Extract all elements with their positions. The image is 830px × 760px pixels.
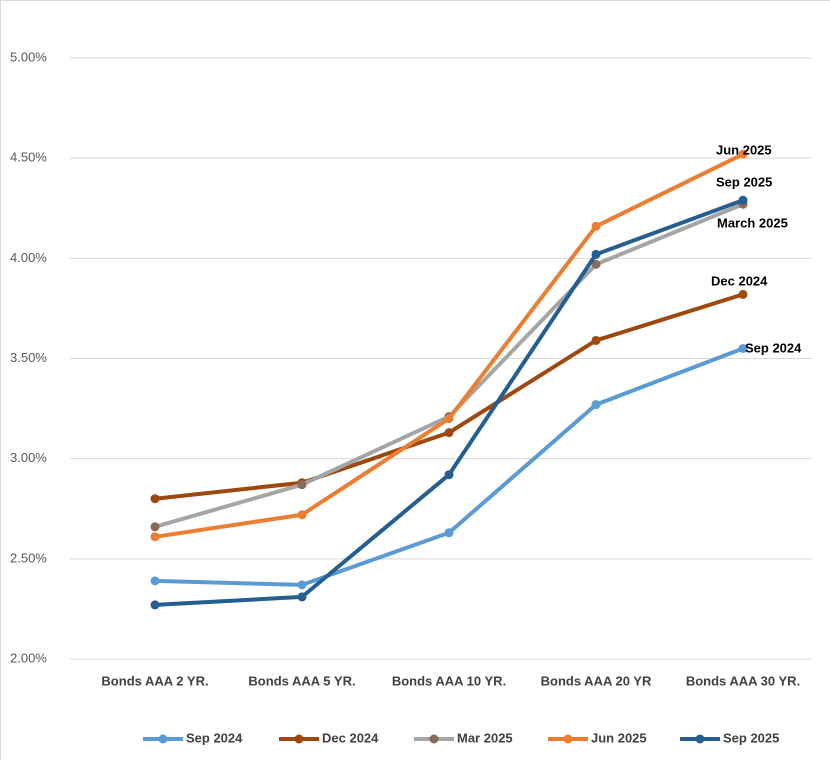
- data-point: [738, 343, 748, 353]
- legend-marker: [563, 734, 573, 744]
- data-point: [150, 494, 160, 504]
- y-tick-label: 5.00%: [10, 49, 47, 64]
- legend-marker: [158, 734, 168, 744]
- y-tick-label: 4.50%: [10, 150, 47, 165]
- annotation: Dec 2024: [711, 273, 768, 288]
- x-tick-label: Bonds AAA 30 YR.: [686, 673, 800, 688]
- legend-label: Dec 2024: [322, 730, 379, 745]
- y-tick-label: 2.50%: [10, 550, 47, 565]
- data-point: [591, 400, 601, 410]
- x-tick-label: Bonds AAA 5 YR.: [248, 673, 355, 688]
- data-point: [591, 249, 601, 259]
- data-point: [150, 532, 160, 542]
- legend-marker: [429, 734, 439, 744]
- data-point: [297, 580, 307, 590]
- legend-label: Mar 2025: [457, 730, 513, 745]
- data-point: [738, 289, 748, 299]
- annotation: Jun 2025: [716, 142, 772, 157]
- legend-label: Sep 2024: [186, 730, 243, 745]
- data-point: [444, 414, 454, 424]
- y-tick-label: 3.00%: [10, 450, 47, 465]
- legend-label: Sep 2025: [723, 730, 779, 745]
- y-tick-label: 3.50%: [10, 350, 47, 365]
- data-point: [738, 149, 748, 159]
- x-tick-label: Bonds AAA 20 YR: [541, 673, 652, 688]
- data-point: [297, 510, 307, 520]
- data-point: [591, 259, 601, 269]
- data-point: [738, 195, 748, 205]
- legend-label: Jun 2025: [591, 730, 647, 745]
- legend-marker: [695, 734, 705, 744]
- annotation: March 2025: [717, 215, 788, 230]
- x-tick-label: Bonds AAA 2 YR.: [101, 673, 208, 688]
- data-point: [591, 335, 601, 345]
- x-tick-label: Bonds AAA 10 YR.: [392, 673, 506, 688]
- data-point: [444, 428, 454, 438]
- data-point: [150, 600, 160, 610]
- data-point: [444, 470, 454, 480]
- y-tick-label: 4.00%: [10, 250, 47, 265]
- annotation: Sep 2024: [745, 340, 802, 355]
- data-point: [297, 592, 307, 602]
- data-point: [150, 576, 160, 586]
- y-tick-label: 2.00%: [10, 650, 47, 665]
- data-point: [444, 528, 454, 538]
- data-point: [297, 480, 307, 490]
- data-point: [150, 522, 160, 532]
- data-point: [591, 221, 601, 231]
- annotation: Sep 2025: [716, 174, 772, 189]
- legend-marker: [294, 734, 304, 744]
